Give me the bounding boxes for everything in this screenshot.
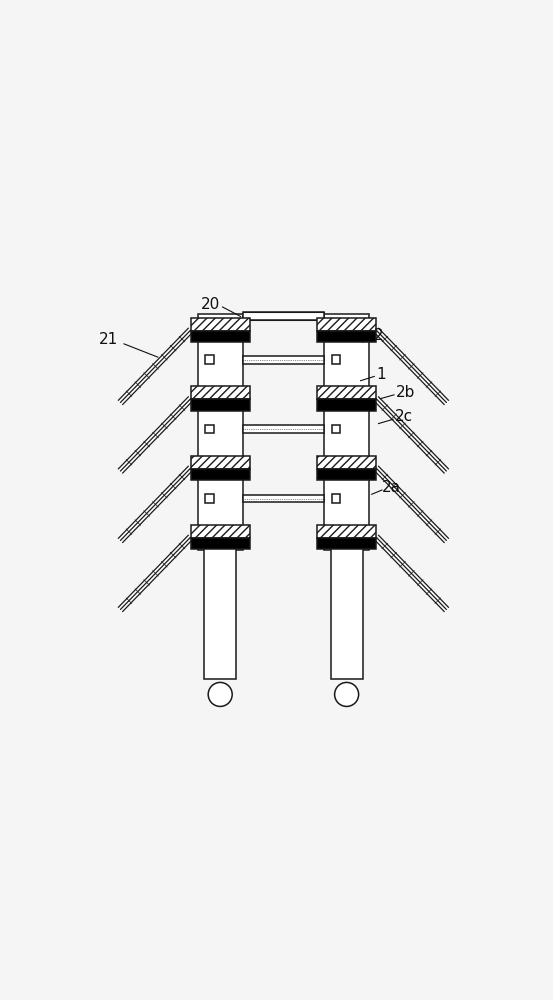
Bar	[317, 399, 376, 411]
Bar	[317, 538, 376, 549]
Circle shape	[208, 682, 232, 706]
Polygon shape	[374, 466, 449, 543]
Text: 21: 21	[99, 332, 118, 347]
Bar	[243, 495, 324, 502]
Bar	[331, 548, 363, 679]
Polygon shape	[374, 396, 449, 473]
Bar	[204, 548, 236, 679]
Bar	[317, 456, 376, 469]
Bar	[317, 525, 376, 538]
Bar	[191, 525, 249, 538]
Bar	[191, 399, 249, 411]
Polygon shape	[374, 328, 449, 405]
Bar	[243, 356, 324, 364]
Circle shape	[335, 682, 359, 706]
Text: 2c: 2c	[395, 409, 413, 424]
Bar	[198, 314, 243, 550]
Bar	[324, 314, 369, 550]
Bar	[191, 469, 249, 480]
Bar	[317, 318, 376, 331]
Bar	[332, 425, 341, 433]
Bar	[191, 386, 249, 399]
Bar	[243, 312, 324, 320]
Text: 2: 2	[374, 328, 383, 343]
Text: 20: 20	[201, 297, 220, 312]
Bar	[205, 355, 214, 364]
Bar	[191, 538, 249, 549]
Bar	[332, 355, 341, 364]
Polygon shape	[374, 535, 449, 612]
Bar	[205, 494, 214, 503]
Text: 1: 1	[376, 367, 386, 382]
Bar	[205, 425, 214, 433]
Polygon shape	[118, 466, 193, 543]
Bar	[191, 456, 249, 469]
Bar	[317, 469, 376, 480]
Bar	[191, 331, 249, 342]
Text: 2b: 2b	[395, 385, 415, 400]
Polygon shape	[118, 328, 193, 405]
Polygon shape	[118, 535, 193, 612]
Bar	[243, 425, 324, 433]
Text: 2a: 2a	[382, 480, 401, 495]
Bar	[191, 318, 249, 331]
Bar	[317, 386, 376, 399]
Polygon shape	[118, 396, 193, 473]
Bar	[332, 494, 341, 503]
Bar	[317, 331, 376, 342]
